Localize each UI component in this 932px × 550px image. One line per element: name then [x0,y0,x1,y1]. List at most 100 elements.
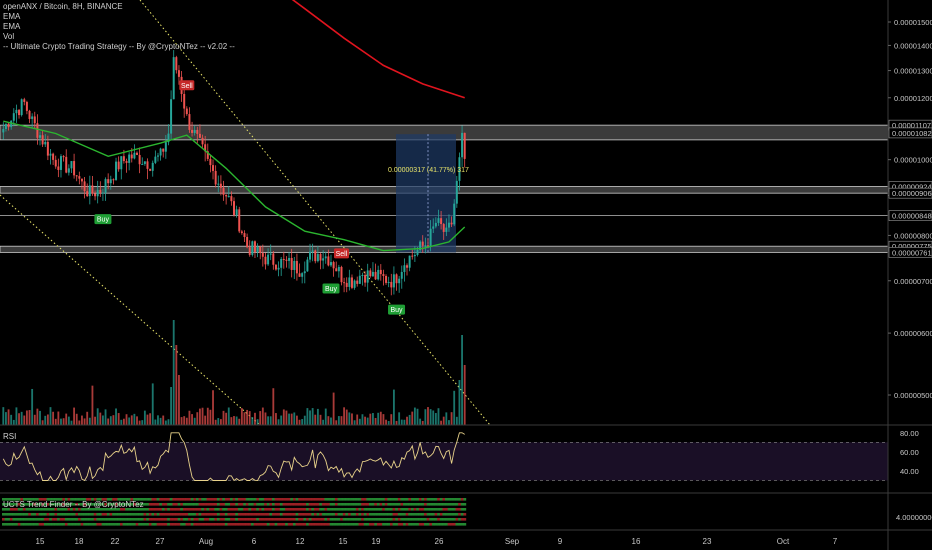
trend-cell [366,513,370,516]
candle [198,133,201,138]
trend-cell [316,498,320,501]
trend-cell [358,513,362,516]
trend-cell [240,503,244,506]
trend-cell [185,498,189,501]
trend-cell [64,513,68,516]
trend-cell [400,513,404,516]
trend-cell [62,508,66,511]
trend-cell [2,498,5,501]
trend-cell [389,518,393,521]
trend-cell [358,523,362,526]
trend-cell [211,503,215,506]
trend-cell [463,498,467,501]
trend-cell [64,498,68,501]
volume-bar [167,419,170,425]
trend-cell [292,518,296,521]
trend-cell [203,518,207,521]
legend-ema-1[interactable]: EMA [3,12,21,21]
trend-cell [62,513,66,516]
trend-cell [78,513,81,516]
trend-cell [72,523,76,526]
trend-cell [230,498,233,501]
trend-cell [321,523,325,526]
candle [12,113,15,121]
trend-finder-label[interactable]: UCTS Trend Finder -- By @CryptoNTez [3,500,144,509]
trend-cell [164,498,168,501]
trend-cell [327,508,330,511]
trend-cell [282,523,286,526]
trend-cell [290,518,294,521]
trend-cell [25,513,29,516]
trend-cell [306,498,309,501]
rsi-label[interactable]: RSI [3,432,17,441]
trend-cell [222,513,226,516]
trend-cell [410,508,414,511]
trend-cell [46,503,50,506]
volume-bar [427,407,429,425]
trend-cell [182,518,186,521]
trend-cell [285,508,288,511]
trend-cell [190,513,194,516]
trend-cell [287,518,291,521]
trend-cell [431,513,435,516]
trend-cell [455,508,459,511]
trend-cell [311,513,315,516]
trend-cell [140,513,144,516]
trend-cell [332,523,336,526]
candle [62,156,65,158]
price-marker [888,247,932,258]
trend-cell [206,508,210,511]
price-marker-label: 0.00000924 [892,182,932,191]
candle [277,267,280,270]
buy-signal-label: Buy [97,217,110,224]
trend-cell [93,523,97,526]
trend-cell [337,513,341,516]
volume-bar [327,416,330,425]
trend-cell [348,503,351,506]
trend-cell [151,523,155,526]
candle [120,156,123,170]
candle [246,236,249,248]
trend-cell [175,518,178,521]
candle [267,254,270,265]
trend-cell [98,508,102,511]
candle [23,99,26,102]
trend-cell [264,518,267,521]
trend-cell [146,518,150,521]
legend-vol[interactable]: Vol [3,32,15,41]
trend-cell [224,518,228,521]
trend-cell [114,508,118,511]
trend-cell [319,518,323,521]
trend-cell [413,523,417,526]
candle [379,269,382,275]
trend-cell [190,498,194,501]
volume-bar [345,409,348,425]
trend-cell [80,523,84,526]
trend-cell [403,498,406,501]
trend-cell [117,518,121,521]
trend-cell [164,508,168,511]
trend-cell [49,498,53,501]
trend-cell [59,518,63,521]
trend-cell [9,503,13,506]
trend-cell [358,503,362,506]
trend-cell [445,508,448,511]
candle [20,99,23,116]
volume-bar [49,407,52,425]
candle [204,144,207,152]
volume-bar [377,412,380,425]
trend-cell [311,508,315,511]
legend-strategy[interactable]: -- Ultimate Crypto Trading Strategy -- B… [3,42,235,51]
trend-cell [83,518,87,521]
volume-bar [88,417,91,425]
trend-cell [177,508,181,511]
trend-cell [316,518,320,521]
trend-cell [96,503,100,506]
trend-cell [363,523,367,526]
legend-ema-2[interactable]: EMA [3,22,21,31]
trend-tick-label: 4.00000000 [896,513,932,522]
trend-cell [463,518,467,521]
trend-cell [332,518,336,521]
trend-cell [130,513,134,516]
